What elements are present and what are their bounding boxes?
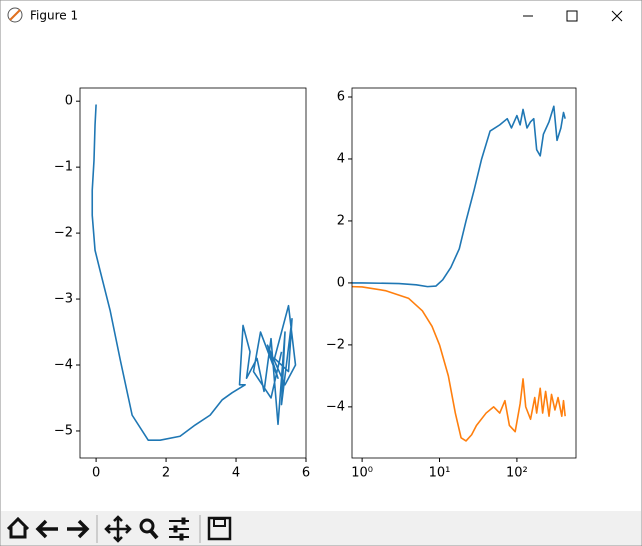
y-tick-label: −2 bbox=[54, 226, 73, 241]
slider-knob bbox=[173, 525, 178, 533]
data-line bbox=[351, 285, 566, 442]
y-tick-label: −4 bbox=[326, 399, 345, 414]
slider-knob bbox=[181, 517, 186, 525]
pan-button[interactable] bbox=[104, 515, 132, 543]
data-line bbox=[91, 104, 297, 441]
maximize-button[interactable] bbox=[566, 10, 578, 22]
x-tick-label: 6 bbox=[302, 466, 310, 481]
back-button[interactable] bbox=[35, 519, 58, 539]
app-icon-mark bbox=[9, 9, 21, 21]
configure-button[interactable] bbox=[169, 520, 189, 538]
home-button[interactable] bbox=[6, 516, 30, 539]
axes-frame bbox=[79, 87, 307, 459]
close-button[interactable] bbox=[611, 10, 623, 22]
forward-button[interactable] bbox=[67, 519, 90, 539]
x-tick-label: 4 bbox=[232, 466, 240, 481]
axes-frame bbox=[351, 87, 577, 459]
x-tick-label: 10¹ bbox=[429, 466, 451, 481]
y-tick-label: −5 bbox=[54, 423, 73, 438]
y-tick-label: −2 bbox=[326, 337, 345, 352]
y-tick-label: 0 bbox=[337, 275, 345, 290]
y-tick-label: 2 bbox=[337, 213, 345, 228]
x-tick-label: 10⁰ bbox=[351, 466, 373, 481]
x-tick-label: 2 bbox=[162, 466, 170, 481]
data-line bbox=[352, 105, 566, 288]
y-tick-label: 6 bbox=[337, 89, 345, 104]
y-tick-label: −3 bbox=[54, 292, 73, 307]
y-tick-label: 0 bbox=[65, 94, 73, 109]
y-tick-label: −1 bbox=[54, 160, 73, 175]
zoom-button[interactable] bbox=[139, 518, 155, 534]
y-tick-label: 4 bbox=[337, 151, 345, 166]
y-tick-label: −4 bbox=[54, 358, 73, 373]
x-tick-label: 10² bbox=[506, 466, 528, 481]
slider-knob bbox=[179, 533, 184, 541]
window-title: Figure 1 bbox=[30, 9, 78, 23]
x-tick-label: 0 bbox=[92, 466, 100, 481]
toolbar-buttons bbox=[6, 515, 232, 543]
save-icon-part bbox=[213, 518, 226, 527]
zoom-button-handle bbox=[149, 529, 159, 540]
